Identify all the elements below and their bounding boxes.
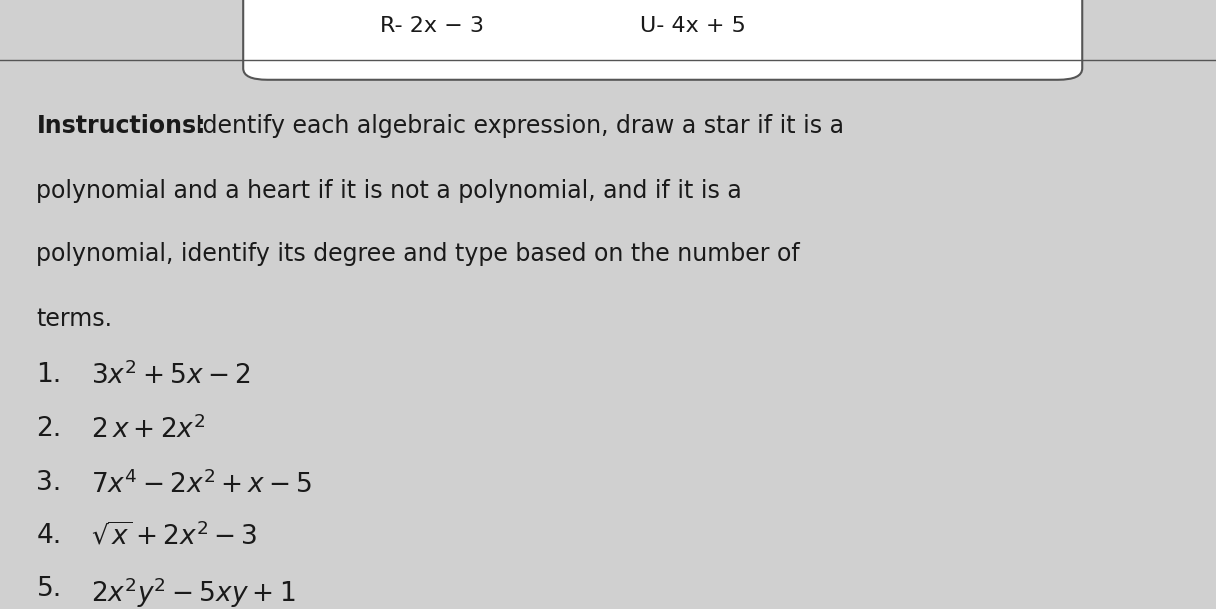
Text: $2\,x + 2x^2$: $2\,x + 2x^2$ xyxy=(91,416,206,445)
Text: U- 4x + 5: U- 4x + 5 xyxy=(640,16,747,36)
Text: $7x^4 - 2x^2 + x - 5$: $7x^4 - 2x^2 + x - 5$ xyxy=(91,470,313,499)
Text: polynomial, identify its degree and type based on the number of: polynomial, identify its degree and type… xyxy=(36,242,800,266)
Text: $\sqrt{x} + 2x^2 - 3$: $\sqrt{x} + 2x^2 - 3$ xyxy=(91,523,258,551)
Text: polynomial and a heart if it is not a polynomial, and if it is a: polynomial and a heart if it is not a po… xyxy=(36,180,742,203)
Text: 1.: 1. xyxy=(36,362,62,388)
Text: 3.: 3. xyxy=(36,470,62,496)
Text: $3x^2 + 5x - 2$: $3x^2 + 5x - 2$ xyxy=(91,362,250,390)
Text: $2x^2y^2 - 5xy + 1$: $2x^2y^2 - 5xy + 1$ xyxy=(91,576,295,609)
Text: terms.: terms. xyxy=(36,306,112,331)
Text: 4.: 4. xyxy=(36,523,62,549)
Text: Instructions:: Instructions: xyxy=(36,114,206,138)
Text: 2.: 2. xyxy=(36,416,62,442)
Text: R- 2x − 3: R- 2x − 3 xyxy=(379,16,484,36)
FancyBboxPatch shape xyxy=(243,0,1082,80)
Text: 5.: 5. xyxy=(36,576,62,602)
Text: Identify each algebraic expression, draw a star if it is a: Identify each algebraic expression, draw… xyxy=(188,114,844,138)
